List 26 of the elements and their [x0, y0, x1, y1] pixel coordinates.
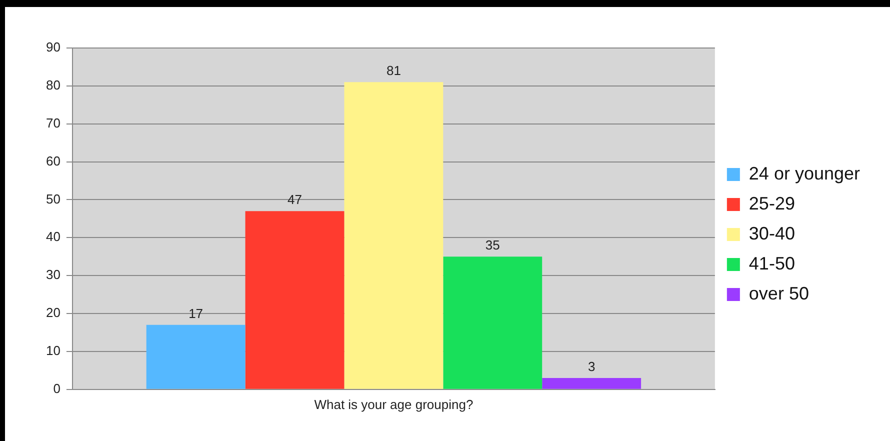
legend-label: 41-50: [748, 253, 795, 274]
bar: [146, 324, 246, 389]
y-tick-label: 60: [46, 153, 60, 168]
y-tick-label: 40: [46, 229, 60, 244]
y-tick-label: 70: [46, 115, 60, 130]
legend-label: over 50: [748, 283, 809, 304]
data-label: 17: [188, 306, 204, 321]
y-tick-label: 90: [46, 40, 60, 55]
y-tick-label: 10: [46, 343, 60, 358]
legend-label: 25-29: [748, 193, 795, 214]
data-label: 35: [485, 238, 500, 253]
y-tick-label: 20: [46, 305, 60, 320]
legend-label: 24 or younger: [748, 163, 860, 184]
y-tick-label: 30: [46, 267, 60, 282]
bar: [542, 378, 642, 389]
x-tick-label: What is your age grouping?: [314, 396, 474, 412]
y-tick-label: 0: [53, 380, 60, 396]
bar: [443, 256, 542, 389]
data-label: 81: [386, 63, 401, 78]
legend-label: 30-40: [748, 223, 795, 244]
data-label: 3: [588, 359, 596, 374]
bar: [245, 211, 344, 389]
data-label: 47: [288, 192, 302, 208]
y-tick-label: 80: [46, 78, 60, 93]
y-tick-label: 50: [46, 191, 60, 206]
bar: [344, 82, 444, 389]
